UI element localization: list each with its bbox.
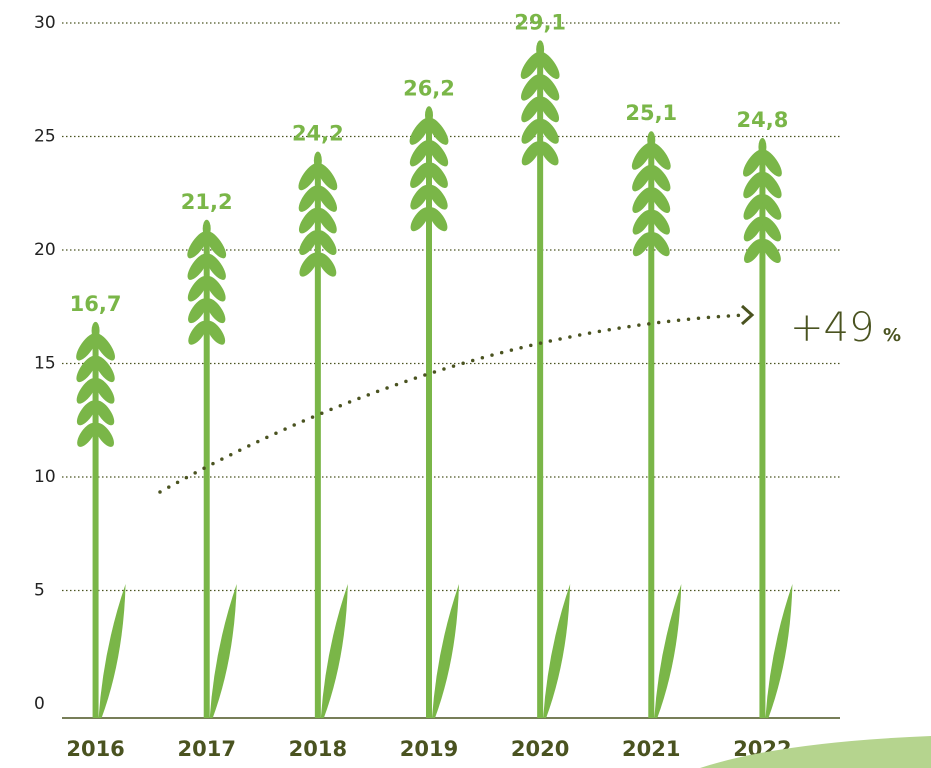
blade xyxy=(210,584,237,718)
y-tick-label: 25 xyxy=(34,127,56,147)
x-tick-label: 2021 xyxy=(622,737,680,761)
ear-tip xyxy=(647,131,655,149)
blade xyxy=(654,584,681,718)
blade xyxy=(765,584,792,718)
blade xyxy=(321,584,348,718)
value-label: 21,2 xyxy=(181,190,233,214)
ear-tip xyxy=(314,152,322,170)
y-tick-label: 15 xyxy=(34,354,56,374)
blade xyxy=(543,584,570,718)
ear-tip xyxy=(203,220,211,238)
arrow-head xyxy=(742,306,752,324)
x-tick-label: 2019 xyxy=(400,737,458,761)
y-tick-label: 30 xyxy=(34,13,56,33)
x-tick-label: 2017 xyxy=(177,737,235,761)
x-tick-label: 2016 xyxy=(66,737,124,761)
annotation-unit: % xyxy=(883,325,901,346)
ear-tip xyxy=(425,106,433,124)
plot: 0 5 10 15 20 25 30 2016 16,7 2017 21,2 2018 24,2 2019… xyxy=(34,10,840,761)
y-tick-label: 5 xyxy=(34,581,45,601)
value-label: 16,7 xyxy=(70,292,122,316)
blade xyxy=(99,584,126,718)
y-tick-label: 0 xyxy=(34,694,45,714)
ear-tip xyxy=(92,322,100,340)
ear-tip xyxy=(536,40,544,58)
value-label: 24,8 xyxy=(737,108,789,132)
growth-arrow xyxy=(160,315,745,492)
value-label: 25,1 xyxy=(625,101,677,125)
blade xyxy=(432,584,459,718)
value-label: 24,2 xyxy=(292,122,344,146)
y-tick-label: 20 xyxy=(34,240,56,260)
x-tick-label: 2018 xyxy=(289,737,347,761)
value-label: 26,2 xyxy=(403,76,455,100)
x-tick-label: 2020 xyxy=(511,737,569,761)
chart: 0 5 10 15 20 25 30 2016 16,7 2017 21,2 2018 24,2 2019… xyxy=(0,0,931,768)
page: {"chart_data": {"type": "bar", "categori… xyxy=(0,0,931,768)
ear-tip xyxy=(758,138,766,156)
annotation-text: +49 xyxy=(790,305,874,351)
y-tick-label: 10 xyxy=(34,467,56,487)
value-label: 29,1 xyxy=(514,10,566,34)
